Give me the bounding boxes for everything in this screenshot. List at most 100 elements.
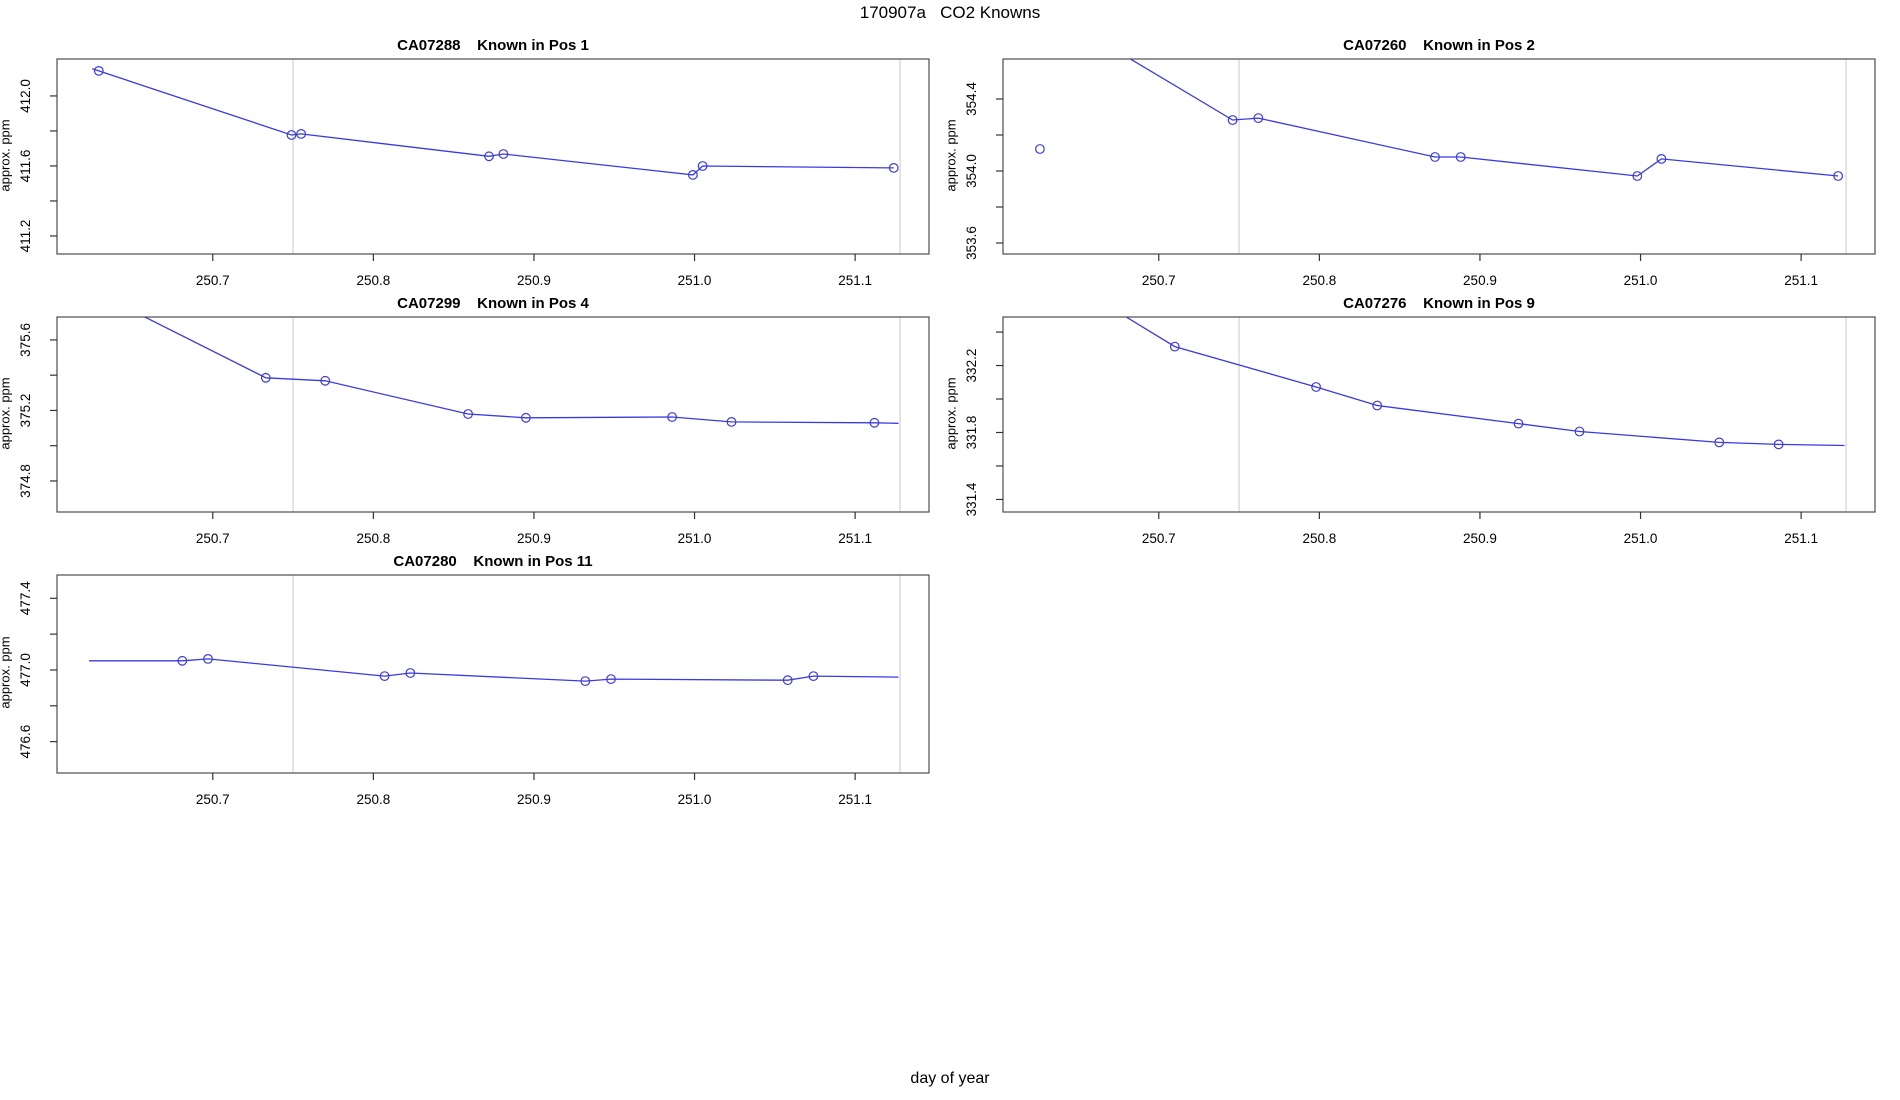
y-tick-label: 411.2 (18, 220, 33, 253)
data-point-marker (869, 417, 880, 428)
y-axis-label: approx. ppm (0, 118, 13, 192)
data-point-marker (203, 654, 213, 664)
data-point-marker (498, 149, 509, 159)
subplot-title-pos11: CA07280 Known in Pos 11 (393, 553, 593, 570)
subplot-title-pos4: CA07299 Known in Pos 4 (397, 295, 589, 312)
x-tick-label: 251.1 (838, 273, 872, 288)
y-tick-label: 375.2 (18, 394, 33, 428)
x-tick-label: 251.1 (1784, 273, 1818, 288)
y-tick-label: 332.2 (964, 349, 979, 383)
data-point-marker (1311, 382, 1321, 392)
x-tick-label: 251.0 (1624, 273, 1658, 288)
data-point-marker (405, 668, 416, 678)
isolated-data-point-marker (1034, 144, 1045, 154)
series-line (1124, 317, 1845, 447)
y-axis-label: approx. ppm (0, 636, 13, 709)
y-tick-label: 354.0 (964, 154, 979, 188)
x-tick-label: 251.0 (678, 531, 712, 546)
y-tick-label: 477.0 (18, 653, 33, 687)
data-point-marker (1714, 437, 1725, 448)
data-point-marker (93, 65, 104, 76)
x-tick-label: 250.9 (1463, 273, 1497, 288)
plot-frame (56, 316, 930, 513)
y-tick-label: 374.8 (18, 464, 33, 498)
x-tick-label: 250.7 (1142, 531, 1176, 546)
y-axis-label: approx. ppm (943, 118, 959, 192)
x-tick-label: 250.8 (1302, 273, 1336, 288)
x-tick-label: 250.8 (356, 792, 390, 807)
data-point-marker (484, 151, 494, 162)
x-tick-label: 251.1 (838, 792, 872, 807)
data-point-marker (1574, 426, 1585, 437)
y-tick-label: 477.4 (18, 581, 33, 615)
x-tick-label: 250.8 (356, 531, 390, 546)
series-line (89, 658, 899, 682)
data-point-marker (888, 162, 899, 173)
data-point-marker (1430, 152, 1440, 162)
subplot-title-pos2: CA07260 Known in Pos 2 (1343, 37, 1535, 54)
x-tick-label: 251.1 (838, 531, 872, 546)
data-point-marker (296, 128, 307, 139)
data-point-marker (463, 409, 474, 419)
x-axis-label: day of year (910, 1070, 990, 1087)
x-tick-label: 251.0 (678, 273, 712, 288)
y-tick-label: 412.0 (18, 79, 33, 113)
data-point-marker (1253, 113, 1264, 123)
x-tick-label: 250.7 (196, 531, 230, 546)
data-point-marker (260, 372, 271, 383)
data-point-marker (1656, 153, 1667, 164)
data-point-marker (697, 161, 708, 171)
plot-frame (1002, 58, 1876, 255)
x-tick-label: 250.9 (1463, 531, 1497, 546)
series-line (1129, 59, 1839, 177)
data-point-marker (1227, 115, 1238, 125)
y-tick-label: 411.6 (18, 150, 33, 183)
x-tick-label: 251.1 (1784, 531, 1818, 546)
x-tick-label: 250.9 (517, 792, 551, 807)
plot-frame (56, 58, 930, 255)
subplot-title-pos9: CA07276 Known in Pos 9 (1343, 295, 1535, 312)
data-point-marker (521, 412, 531, 423)
series-line (143, 317, 899, 424)
x-tick-label: 250.8 (1302, 531, 1336, 546)
data-point-marker (1513, 418, 1524, 429)
data-point-marker (808, 671, 819, 681)
x-tick-label: 251.0 (678, 792, 712, 807)
data-point-marker (580, 676, 591, 686)
figure-title: 170907a CO2 Knowns (859, 3, 1041, 22)
x-tick-label: 250.9 (517, 531, 551, 546)
data-point-marker (177, 655, 188, 666)
y-tick-label: 331.4 (964, 482, 979, 516)
y-tick-label: 353.6 (964, 226, 979, 260)
data-point-marker (726, 417, 737, 427)
x-tick-label: 250.7 (196, 273, 230, 288)
data-point-marker (667, 412, 677, 422)
x-tick-label: 250.9 (517, 273, 551, 288)
y-axis-label: approx. ppm (943, 376, 959, 450)
y-tick-label: 354.4 (964, 82, 979, 116)
data-point-marker (1169, 341, 1180, 352)
x-tick-label: 250.8 (356, 273, 390, 288)
data-point-marker (379, 671, 390, 681)
data-point-marker (1455, 152, 1466, 162)
data-point-marker (1833, 171, 1843, 181)
x-tick-label: 250.7 (1142, 273, 1176, 288)
y-tick-label: 476.6 (18, 725, 33, 759)
data-point-marker (320, 375, 331, 386)
data-point-marker (286, 130, 297, 140)
x-tick-label: 250.7 (196, 792, 230, 807)
subplot-title-pos1: CA07288 Known in Pos 1 (397, 37, 589, 54)
plot-frame (1002, 316, 1876, 513)
plot-frame (56, 574, 930, 774)
data-point-marker (606, 674, 616, 684)
x-tick-label: 251.0 (1624, 531, 1658, 546)
y-axis-label: approx. ppm (0, 376, 13, 450)
data-point-marker (1632, 171, 1643, 181)
data-point-marker (782, 675, 793, 686)
y-tick-label: 375.6 (18, 323, 33, 357)
data-point-marker (1372, 400, 1383, 411)
data-point-marker (1773, 439, 1784, 450)
y-tick-label: 331.8 (964, 416, 979, 450)
